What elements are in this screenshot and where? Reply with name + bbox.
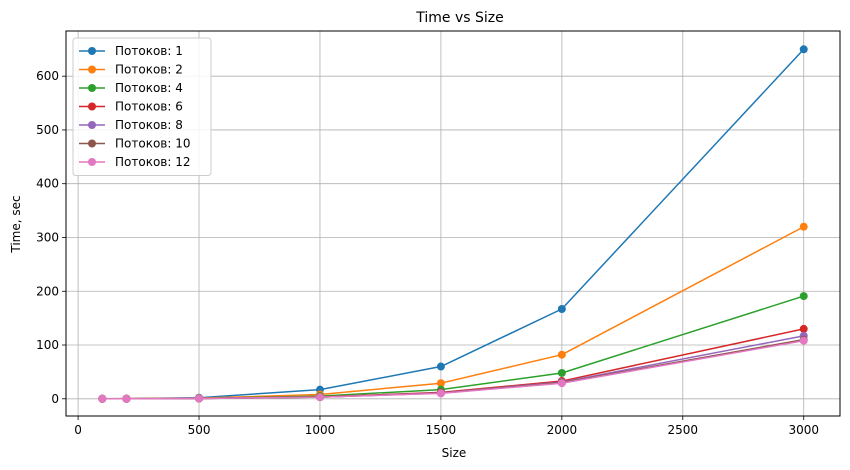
legend: Потоков: 1 Потоков: 2 Потоков: 4 Потоков: 6… [72,37,212,176]
legend-label: Потоков: 1 [115,44,183,58]
legend-item: Потоков: 12 [79,155,191,169]
x-axis-title: Size [442,446,467,460]
data-point [122,394,131,403]
data-point [436,362,445,371]
y-axis-title: Time, sec [9,195,23,253]
x-tick-label: 1500 [426,423,457,437]
legend-item: Потоков: 10 [79,137,191,151]
data-point [799,292,808,301]
y-tick-label: 100 [36,338,59,352]
y-tick-label: 500 [36,123,59,137]
legend-item: Потоков: 4 [79,81,183,95]
data-point [436,379,445,388]
series-line [102,339,804,400]
legend-label: Потоков: 8 [115,118,183,132]
x-tick-label: 500 [188,423,211,437]
data-point [557,304,566,313]
data-point [557,379,566,388]
legend-item: Потоков: 8 [79,118,183,132]
grid [66,31,840,416]
data-point [799,324,808,333]
series-7 [98,336,808,403]
legend-swatch-marker [88,84,96,92]
x-tick-label: 2000 [547,423,578,437]
data-point [799,45,808,54]
y-tick-label: 200 [36,284,59,298]
x-tick-label: 0 [74,423,82,437]
series-line [102,338,804,400]
legend-swatch-marker [88,139,96,148]
y-tick-label: 0 [51,392,59,406]
ticks: 0 500 1000 1500 2000 2500 3000 0 100 200 300 400 500… [36,69,819,437]
y-tick-label: 400 [36,177,59,191]
legend-label: Потоков: 6 [115,100,183,114]
legend-swatch-marker [88,65,96,74]
legend-item: Потоков: 2 [79,63,183,77]
y-tick-label: 300 [36,230,59,244]
legend-label: Потоков: 2 [115,63,183,77]
data-point [195,394,204,403]
plot-frame [65,30,841,417]
data-point [799,336,808,345]
legend-label: Потоков: 4 [115,81,183,95]
data-point [799,222,808,231]
x-tick-label: 2500 [668,423,699,437]
legend-swatch-marker [88,158,96,166]
chart-title: Time vs Size [415,10,503,26]
legend-item: Потоков: 6 [79,100,183,114]
y-tick-label: 600 [36,69,59,83]
data-point [557,350,566,359]
data-point [98,394,107,403]
legend-box [72,37,212,176]
series-line [102,226,805,400]
legend-swatch-marker [88,121,96,129]
data-point [315,393,324,402]
legend-label: Потоков: 10 [115,137,191,151]
legend-label: Потоков: 12 [115,155,191,169]
series-3 [98,292,808,403]
series-line [102,295,804,400]
x-tick-label: 3000 [788,423,819,437]
legend-swatch-marker [88,102,96,111]
legend-swatch-marker [88,47,96,55]
legend-item: Потоков: 1 [79,44,183,58]
series-2 [98,222,808,403]
data-point [557,368,566,377]
data-point [436,389,445,398]
series-layer [98,45,808,403]
x-tick-label: 1000 [305,423,336,437]
